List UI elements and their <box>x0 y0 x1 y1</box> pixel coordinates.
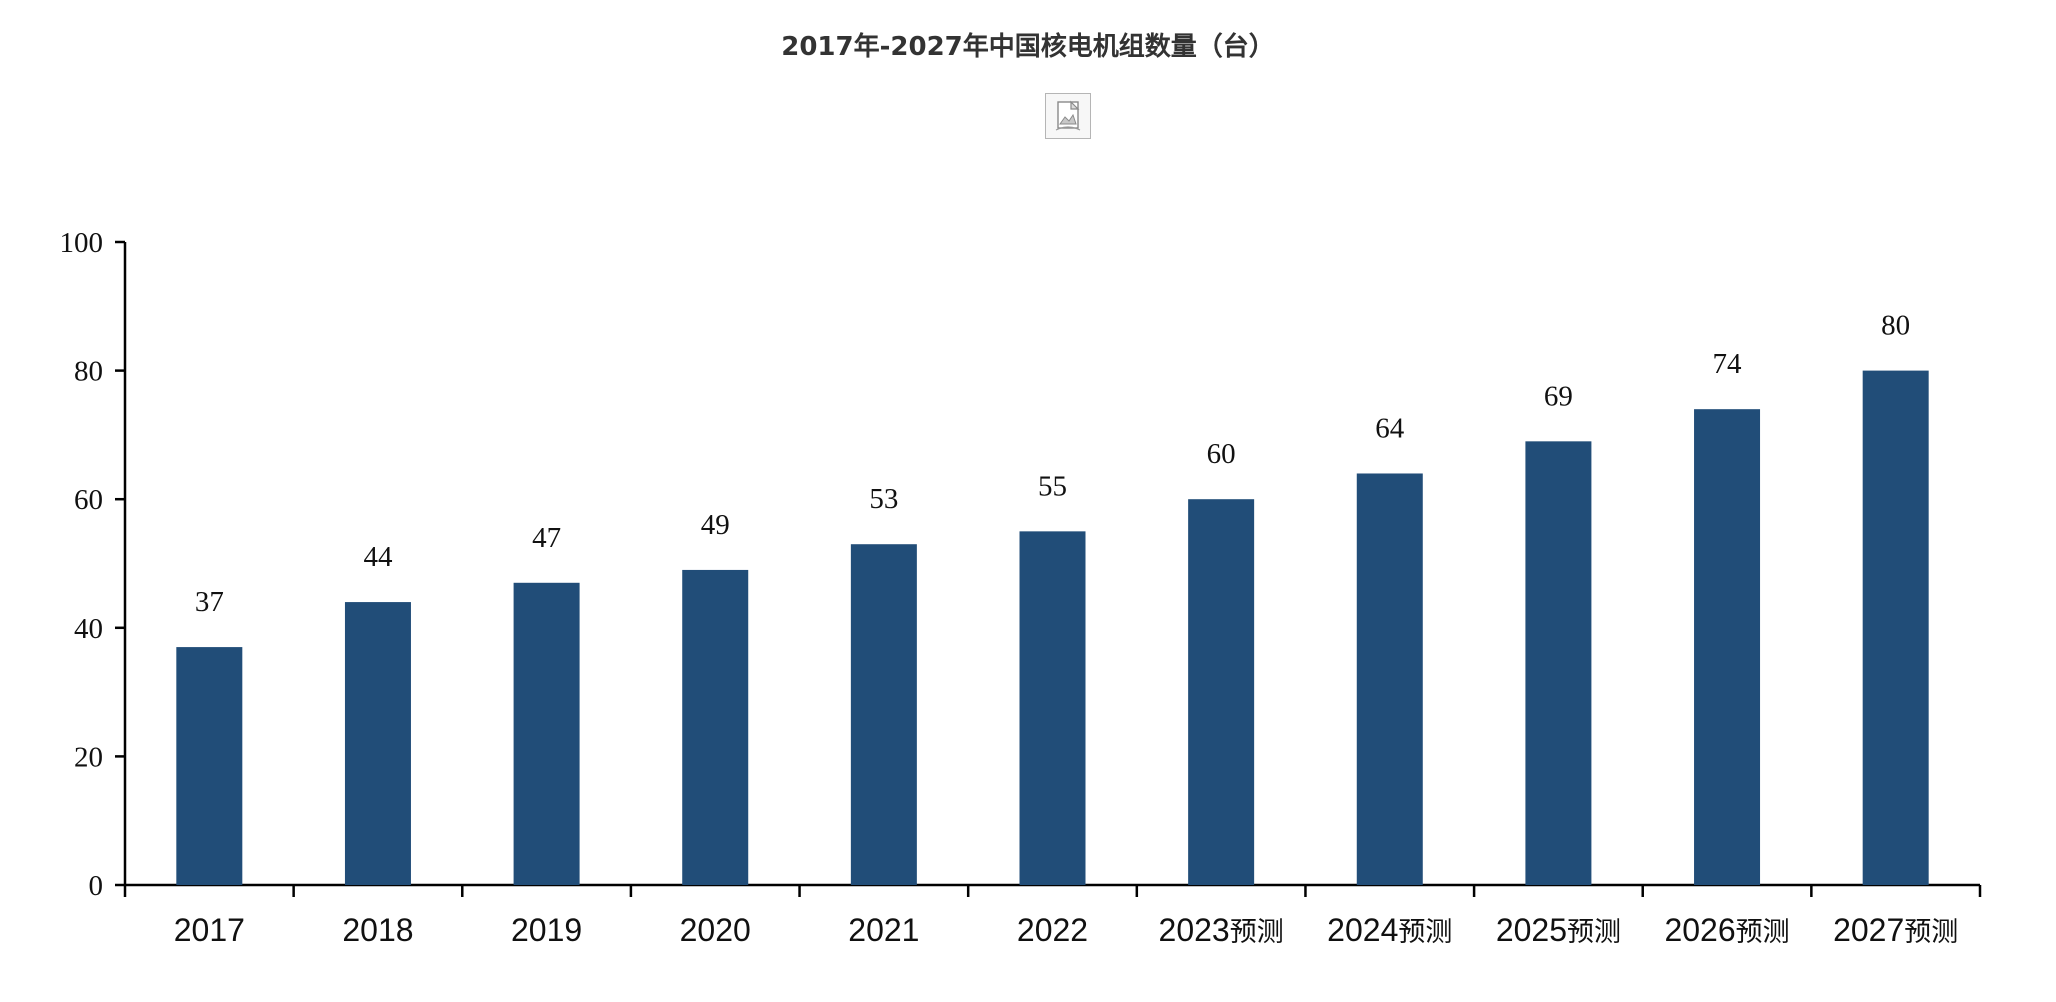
x-tick-label-2024预测: 2024预测 <box>1327 912 1452 948</box>
data-label-2023预测: 60 <box>1207 438 1236 470</box>
data-label-2024预测: 64 <box>1375 412 1405 444</box>
bar-2022 <box>1019 531 1086 885</box>
y-tick-label: 100 <box>60 227 104 259</box>
y-tick-label: 80 <box>74 356 103 388</box>
x-tick-label-2020: 2020 <box>680 912 751 948</box>
data-label-2020: 49 <box>701 509 730 541</box>
data-label-2017: 37 <box>195 586 224 618</box>
y-tick-label: 0 <box>89 870 104 902</box>
bar-2023预测 <box>1188 499 1255 885</box>
y-tick-label: 40 <box>74 613 103 645</box>
x-tick-label-2023预测: 2023预测 <box>1159 912 1284 948</box>
x-tick-label-2025预测: 2025预测 <box>1496 912 1621 948</box>
bar-2025预测 <box>1525 441 1592 885</box>
chart-title: 2017年-2027年中国核电机组数量（台） <box>781 32 1275 62</box>
x-tick-label-2022: 2022 <box>1017 912 1088 948</box>
bar-2027预测 <box>1862 370 1929 886</box>
x-tick-label-2019: 2019 <box>511 912 582 948</box>
x-tick-label-2027预测: 2027预测 <box>1833 912 1958 948</box>
data-label-2022: 55 <box>1038 470 1067 502</box>
bar-2021 <box>850 544 917 885</box>
bar-2018 <box>344 602 411 885</box>
x-tick-label-2021: 2021 <box>848 912 919 948</box>
data-label-2018: 44 <box>363 541 393 573</box>
x-tick-label-2017: 2017 <box>174 912 245 948</box>
image-icon <box>1045 93 1091 139</box>
y-tick-label: 20 <box>74 741 103 773</box>
data-label-2027预测: 80 <box>1881 310 1910 342</box>
bar-2020 <box>682 569 749 885</box>
data-label-2021: 53 <box>869 483 898 515</box>
x-tick-label-2018: 2018 <box>342 912 413 948</box>
bar-2024预测 <box>1356 473 1423 885</box>
data-label-2026预测: 74 <box>1713 348 1743 380</box>
data-label-2019: 47 <box>532 522 561 554</box>
bar-2026预测 <box>1694 409 1761 885</box>
bar-2019 <box>513 582 580 885</box>
x-tick-label-2026预测: 2026预测 <box>1664 912 1789 948</box>
data-label-2025预测: 69 <box>1544 380 1573 412</box>
y-tick-label: 60 <box>74 484 103 516</box>
bar-2017 <box>176 647 243 885</box>
